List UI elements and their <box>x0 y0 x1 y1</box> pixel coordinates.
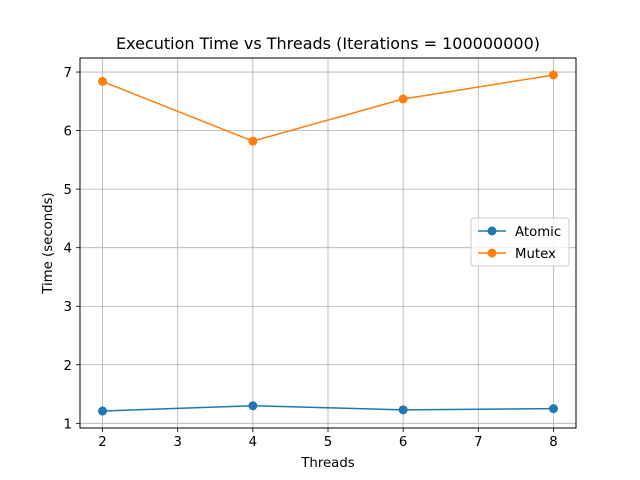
y-tick-label: 7 <box>64 66 72 81</box>
data-point-atomic <box>248 401 258 411</box>
data-point-atomic <box>98 406 108 416</box>
series-group <box>98 70 558 416</box>
y-tick-label: 1 <box>64 417 72 432</box>
data-point-mutex <box>398 94 408 104</box>
legend-label-mutex: Mutex <box>515 247 556 262</box>
x-tick-label: 6 <box>399 435 407 450</box>
legend-marker-atomic <box>487 226 497 236</box>
y-tick-label: 5 <box>64 183 72 198</box>
data-point-mutex <box>248 136 258 146</box>
data-point-atomic <box>548 404 558 414</box>
y-tick-label: 2 <box>64 359 72 374</box>
x-tick-label: 2 <box>98 435 106 450</box>
chart-title: Execution Time vs Threads (Iterations = … <box>116 34 540 53</box>
x-tick-label: 4 <box>249 435 257 450</box>
legend-label-atomic: Atomic <box>515 225 561 240</box>
y-tick-label: 4 <box>64 242 72 257</box>
data-point-mutex <box>548 70 558 80</box>
x-axis: 2 3 4 5 6 7 8 <box>98 428 558 450</box>
y-axis: 1 2 3 4 5 6 7 <box>64 66 80 432</box>
legend: Atomic Mutex <box>470 217 570 267</box>
series-line-mutex <box>102 74 554 142</box>
data-point-mutex <box>98 76 108 86</box>
y-axis-label: Time (seconds) <box>41 192 56 295</box>
x-tick-label: 3 <box>173 435 181 450</box>
data-point-atomic <box>398 405 408 415</box>
x-tick-label: 7 <box>474 435 482 450</box>
y-tick-label: 3 <box>64 300 72 315</box>
legend-marker-mutex <box>487 248 497 258</box>
x-axis-label: Threads <box>300 456 354 471</box>
x-tick-label: 5 <box>324 435 332 450</box>
series-line-atomic <box>102 405 554 412</box>
y-tick-label: 6 <box>64 125 72 140</box>
x-tick-label: 8 <box>549 435 557 450</box>
